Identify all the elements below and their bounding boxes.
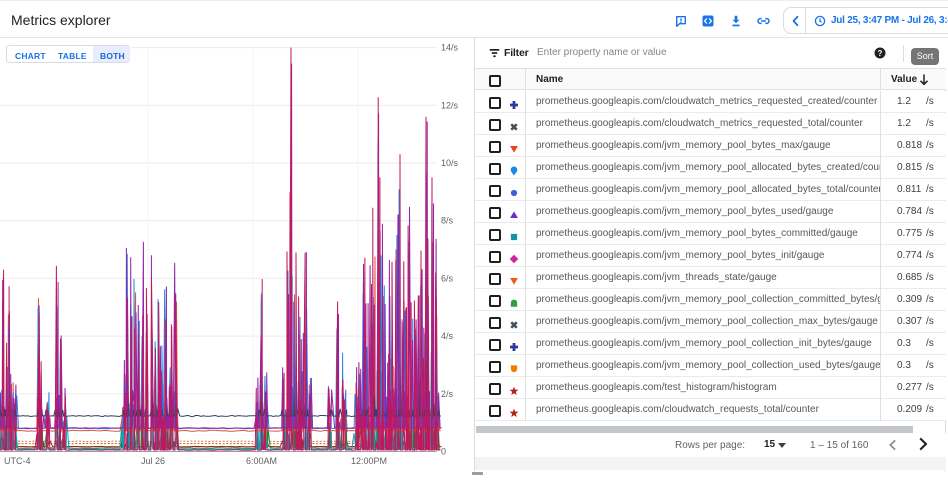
svg-text:Jul 26: Jul 26 — [141, 456, 165, 466]
svg-text:6/s: 6/s — [441, 273, 454, 283]
svg-text:8/s: 8/s — [441, 216, 454, 226]
svg-text:UTC-4: UTC-4 — [4, 456, 31, 466]
svg-text:0: 0 — [441, 447, 446, 457]
svg-text:?: ? — [878, 49, 883, 58]
svg-text:12:00PM: 12:00PM — [351, 456, 387, 466]
svg-text:10/s: 10/s — [441, 158, 459, 168]
svg-text:2/s: 2/s — [441, 389, 454, 399]
svg-text:14/s: 14/s — [441, 43, 459, 53]
svg-text:12/s: 12/s — [441, 100, 459, 110]
svg-text:6:00AM: 6:00AM — [246, 456, 277, 466]
svg-text:4/s: 4/s — [441, 331, 454, 341]
